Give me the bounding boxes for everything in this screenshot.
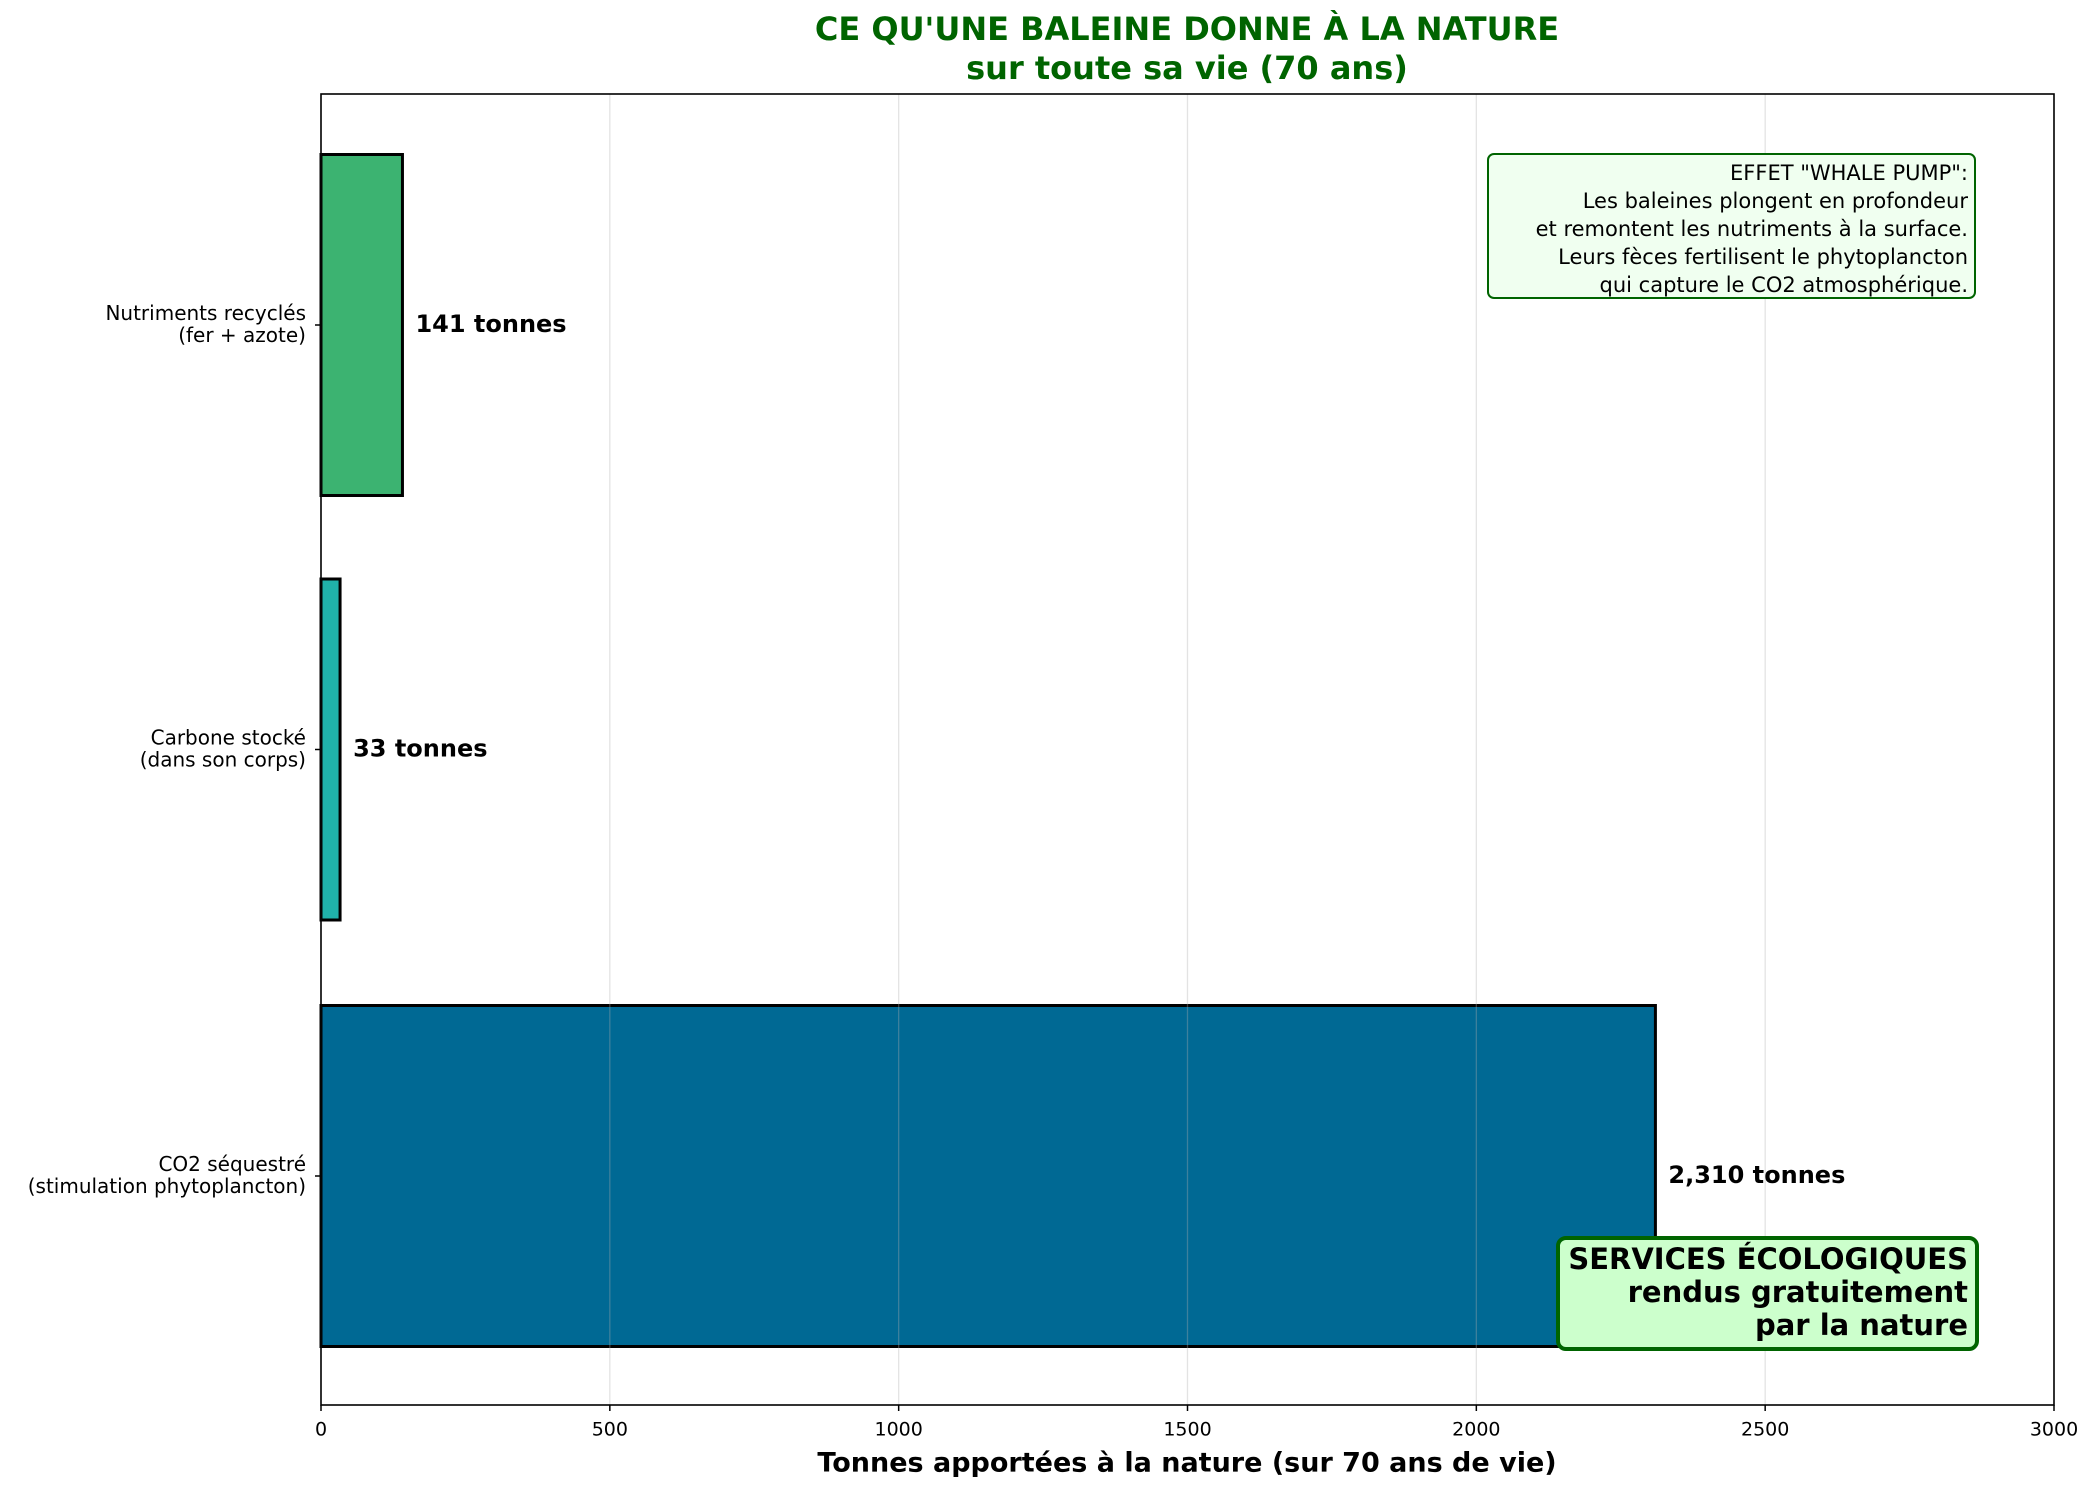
annotation-box (1487, 153, 1976, 299)
axes-frame (320, 93, 2055, 1406)
value-label: 33 tonnes (353, 735, 487, 763)
x-tick-label: 2000 (1452, 1419, 1500, 1441)
bar (319, 577, 342, 922)
annotation: SERVICES ÉCOLOGIQUES rendus gratuitement p… (1568, 1242, 1968, 1342)
x-tick-label: 500 (592, 1419, 628, 1441)
annotation-box (1556, 1236, 1979, 1351)
value-label: 2,310 tonnes (1668, 1161, 1845, 1189)
value-label: 141 tonnes (415, 310, 566, 338)
bar (319, 153, 404, 497)
y-tick-label: Carbone stocké (dans son corps) (140, 725, 306, 771)
x-tick-label: 1000 (874, 1419, 922, 1441)
chart-title: CE QU'UNE BALEINE DONNE À LA NATURE sur t… (815, 10, 1559, 87)
x-axis-label: Tonnes apportées à la nature (sur 70 ans… (817, 1448, 1556, 1479)
bar (319, 1004, 1657, 1348)
x-tick-label: 3000 (2030, 1419, 2078, 1441)
annotation: EFFET "WHALE PUMP": Les baleines plongent… (1536, 161, 1969, 297)
x-tick-label: 0 (315, 1419, 327, 1441)
y-tick-label: CO2 séquestré (stimulation phytoplancton) (28, 1152, 306, 1198)
x-tick-label: 2500 (1741, 1419, 1789, 1441)
y-tick-label: Nutriments recyclés (fer + azote) (105, 301, 306, 347)
x-tick-label: 1500 (1163, 1419, 1211, 1441)
plot-area: 141 tonnes Nutriments recyclés (fer + azot… (28, 93, 2078, 1441)
